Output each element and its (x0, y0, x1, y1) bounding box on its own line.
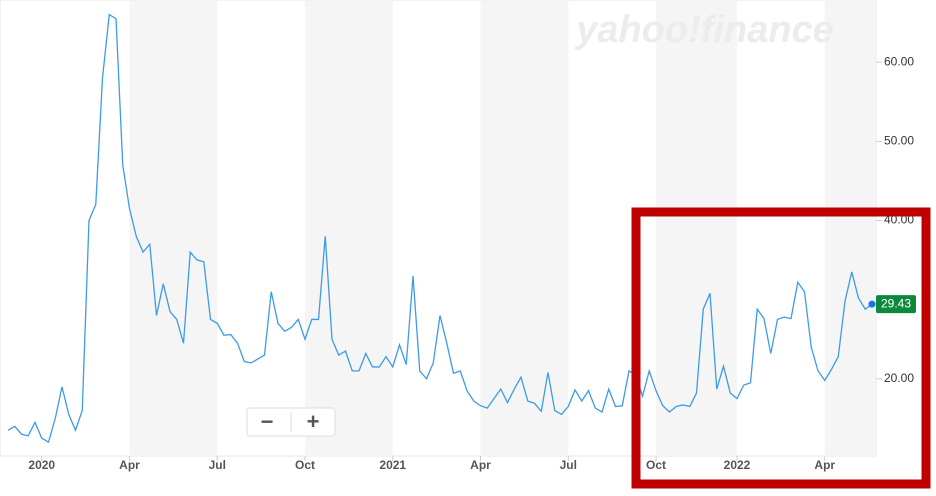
quarter-band (480, 1, 569, 456)
y-tick-label: 20.00 (884, 371, 914, 385)
x-tick-label: Oct (295, 458, 315, 472)
zoom-controls: − + (246, 407, 336, 437)
quarter-band (305, 1, 393, 456)
x-tick-label: 2022 (724, 458, 751, 472)
x-tick-label: Oct (646, 458, 666, 472)
x-tick-label: Jul (560, 458, 577, 472)
x-tick-label: Jul (209, 458, 226, 472)
last-value-badge (876, 295, 916, 314)
quarter-band (824, 1, 876, 456)
x-tick-label: Apr (814, 458, 835, 472)
y-tick-label: 50.00 (884, 133, 914, 147)
zoom-in-button[interactable]: + (307, 409, 320, 434)
last-value-label: 29.43 (881, 296, 911, 310)
last-point (868, 300, 876, 308)
quarter-band (129, 1, 218, 456)
price-line (7, 13, 873, 444)
x-tick-label: 2020 (28, 458, 55, 472)
y-tick-label: 60.00 (884, 54, 914, 68)
x-tick-label: Apr (119, 458, 140, 472)
quarter-band (656, 1, 737, 456)
x-tick-label: Apr (470, 458, 491, 472)
zoom-out-button[interactable]: − (261, 409, 274, 434)
highlight-box (631, 207, 931, 489)
watermark: yahoo!finance (574, 9, 834, 51)
x-tick-label: 2021 (379, 458, 406, 472)
